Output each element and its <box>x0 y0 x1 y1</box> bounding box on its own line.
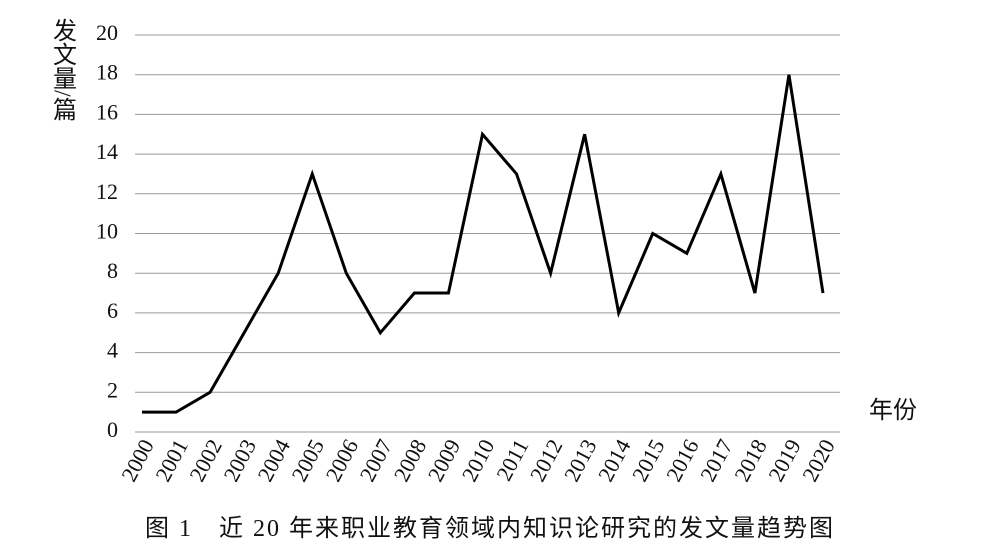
y-tick-label: 18 <box>96 60 118 85</box>
x-tick-label: 2005 <box>286 435 329 486</box>
x-tick-label: 2008 <box>389 435 432 486</box>
x-tick-label: 2009 <box>423 435 466 486</box>
x-tick-label: 2006 <box>320 435 363 486</box>
y-tick-label: 20 <box>96 20 118 45</box>
chart-title: 图 1 近 20 年来职业教育领域内知识论研究的发文量趋势图 <box>145 515 835 542</box>
x-tick-label: 2020 <box>797 435 840 486</box>
y-tick-label: 12 <box>96 179 118 204</box>
y-tick-label: 10 <box>96 219 118 244</box>
x-tick-label: 2004 <box>252 435 295 486</box>
x-tick-label: 2016 <box>661 435 704 486</box>
y-tick-label: 8 <box>107 258 118 283</box>
y-tick-label: 4 <box>107 338 118 363</box>
x-tick-label: 2010 <box>457 435 500 486</box>
y-tick-label: 6 <box>107 298 118 323</box>
x-tick-label: 2007 <box>354 435 397 486</box>
x-tick-label: 2011 <box>491 435 533 485</box>
y-axis-label: 发文量/篇 <box>48 18 76 121</box>
x-tick-label: 2001 <box>150 435 193 486</box>
x-tick-label: 2019 <box>763 435 806 486</box>
x-tick-label: 2003 <box>218 435 261 486</box>
y-tick-label: 14 <box>96 139 118 164</box>
x-tick-label: 2012 <box>525 435 568 486</box>
y-tick-label: 16 <box>96 99 118 124</box>
x-tick-label: 2014 <box>593 435 636 486</box>
x-tick-label: 2000 <box>116 435 159 486</box>
y-tick-label: 2 <box>107 377 118 402</box>
x-axis-label: 年份 <box>869 397 917 424</box>
x-tick-label: 2013 <box>559 435 602 486</box>
y-tick-label: 0 <box>107 417 118 442</box>
data-line <box>142 74 825 414</box>
x-tick-label: 2017 <box>695 435 738 486</box>
x-tick-label: 2002 <box>184 435 227 486</box>
x-tick-label: 2018 <box>729 435 772 486</box>
x-tick-label: 2015 <box>627 435 670 486</box>
